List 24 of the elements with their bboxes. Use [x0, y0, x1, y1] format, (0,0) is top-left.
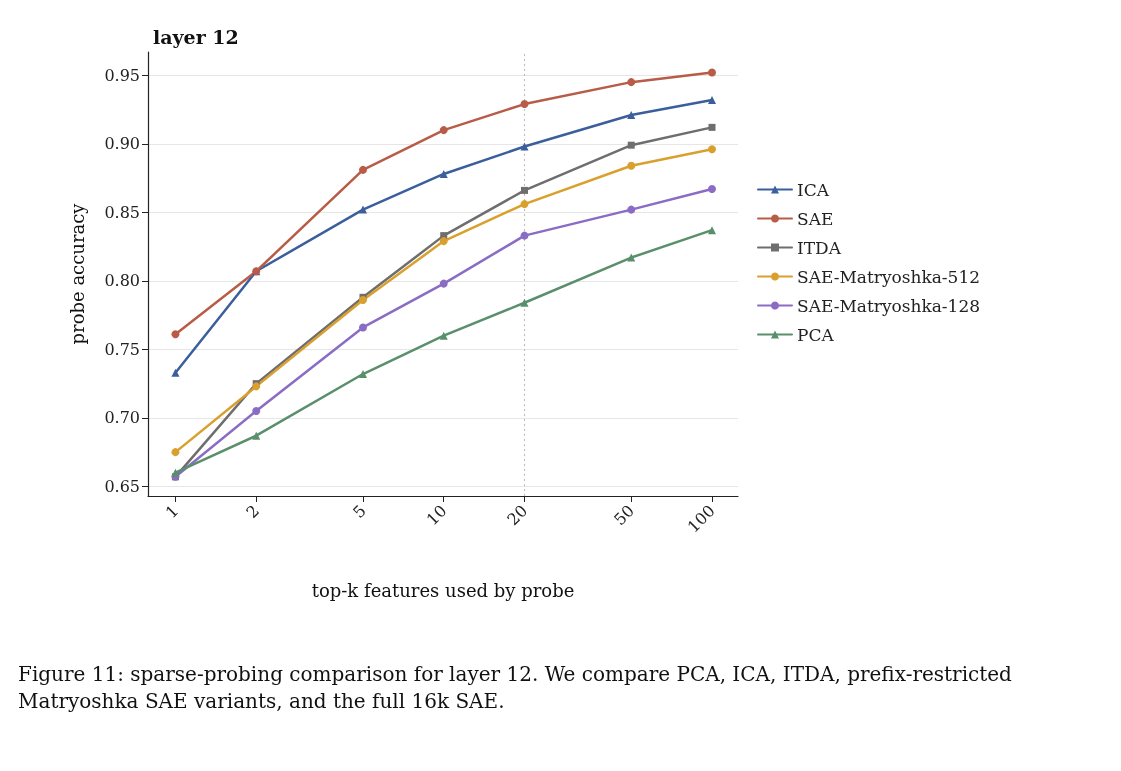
- y-tick-label: 0.65: [104, 476, 140, 496]
- x-tick-label: 10: [422, 501, 451, 530]
- y-tick-label: 0.85: [104, 202, 140, 222]
- y-axis-title: probe accuracy: [66, 202, 88, 345]
- x-tick-label: 100: [683, 501, 719, 537]
- legend-label: SAE: [797, 208, 834, 229]
- x-tick-label: 50: [610, 501, 638, 530]
- chart-title: layer 12: [153, 25, 239, 48]
- x-tick-label: 2: [242, 501, 263, 522]
- y-tick-label: 0.75: [104, 339, 140, 359]
- legend-label: PCA: [797, 324, 835, 345]
- legend-label: ICA: [797, 179, 830, 200]
- legend-label: SAE-Matryoshka-128: [797, 295, 981, 316]
- y-tick-label: 0.70: [104, 408, 140, 428]
- x-axis-title: top-k features used by probe: [311, 579, 575, 601]
- x-tick-label: 5: [349, 501, 370, 522]
- legend-label: SAE-Matryoshka-512: [797, 266, 981, 287]
- y-tick-label: 0.95: [104, 65, 140, 85]
- legend-label: ITDA: [797, 237, 842, 258]
- y-tick-label: 0.90: [104, 134, 140, 154]
- x-tick-label: 20: [503, 501, 532, 530]
- y-tick-label: 0.80: [104, 271, 140, 291]
- x-tick-label: 1: [161, 501, 183, 522]
- caption: Figure 11: sparse-probing comparison for layer 12. We compare PCA, ICA, ITDA, prefix-restricted Matryoshka SAE variants, and the full 16k SAE.: [18, 661, 1019, 713]
